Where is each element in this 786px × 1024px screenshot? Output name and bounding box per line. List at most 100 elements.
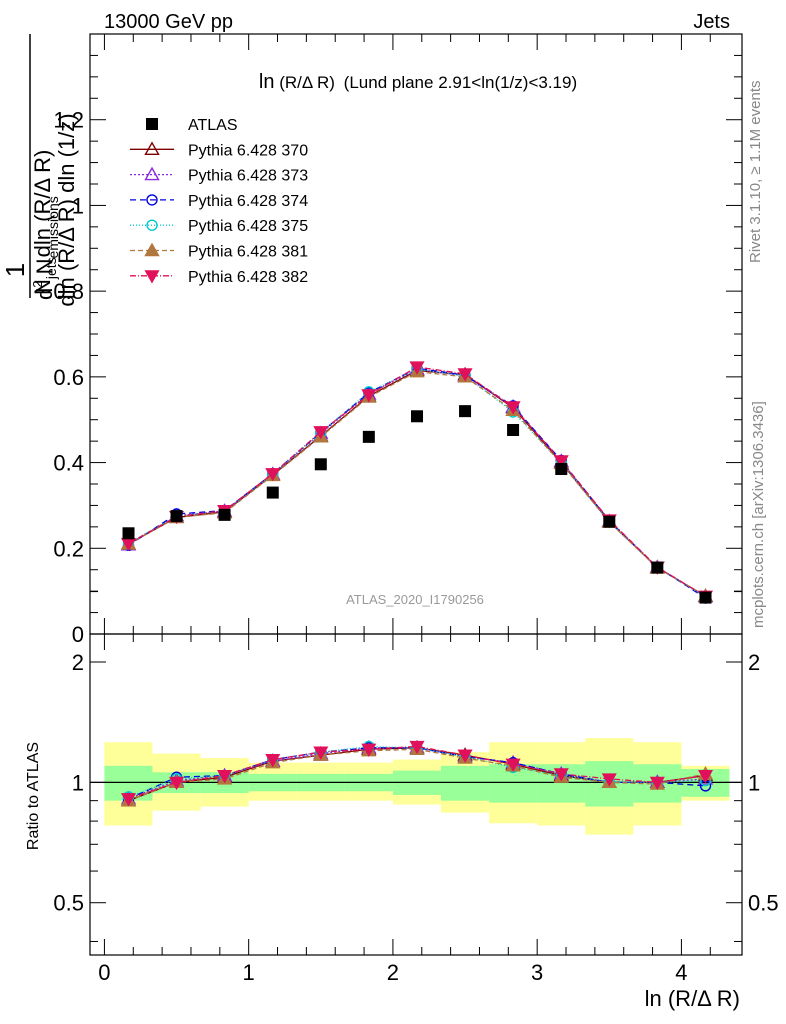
legend-label-3: Pythia 6.428 374 [188,193,308,210]
atlas-data-point [699,591,712,604]
xtick-label: 3 [531,960,543,985]
legend-label-0: ATLAS [188,117,238,134]
main-series-line-1 [128,368,706,598]
main-series-point-5 [457,368,473,382]
legend-marker-1 [144,141,160,156]
energy-label: 13000 GeV pp [104,11,233,33]
ratio-series-point-5 [697,769,714,784]
main-panel: 0 0.2 0.4 0.6 0.8 1 1.2 [53,33,743,647]
x-axis-label: ln (R/Δ R) [645,986,740,1011]
legend-marker-4 [146,219,158,231]
atlas-data-point [362,430,375,443]
legend-label-4: Pythia 6.428 375 [188,218,308,235]
ratio-ytick-label-right: 1 [748,770,760,795]
legend-marker-6 [144,270,160,284]
ratio-series-point-5 [649,776,665,791]
main-series-point-5 [505,401,521,415]
ratio-ytick-label: 0.5 [53,891,84,916]
ratio-ytick-label-right: 2 [748,650,760,675]
ratio-series-point-5 [553,768,569,782]
main-series-line-2 [128,367,706,599]
legend-label-5: Pythia 6.428 381 [188,244,308,261]
category-label: Jets [693,11,730,33]
y-label-denominator: Njetsdln (R/Δ R) [30,150,59,295]
ratio-series-point-5 [120,793,137,807]
main-series-line-4 [128,371,706,597]
rivet-label: Rivet 3.1.10, ≥ 1.1M events [747,81,764,264]
analysis-id: ATLAS_2020_I1790256 [346,592,484,607]
legend-marker-2 [144,166,160,181]
atlas-data-point [459,405,472,418]
legend: ATLAS Pythia 6.428 370 Pythia 6.428 373 Pyt… [130,117,308,286]
main-ytick-label: 0.2 [53,536,84,561]
y-axis-label-ratio: Ratio to ATLAS [25,742,42,850]
y-label-n: N [30,279,55,295]
legend-label-1: Pythia 6.428 370 [188,142,308,159]
y-label-sup2: 2 [30,281,45,288]
legend-label-6: Pythia 6.428 382 [188,269,308,286]
ratio-series-point-5 [361,743,377,757]
y-label-numerator: d2 Nemissions [30,196,61,300]
atlas-data-point [411,410,424,423]
main-series-point-5 [409,361,425,375]
xtick-label: 1 [243,960,255,985]
legend-marker-5 [144,242,160,257]
ratio-panel: 0.5 1 2 0.5 1 2 0 1 2 3 4 [53,591,779,985]
y-label-emissions: emissions [45,196,61,258]
title-main: ln [259,71,275,93]
main-ytick-label: 1.2 [53,108,84,133]
ratio-ytick-label-right: 0.5 [748,891,779,916]
atlas-data-point [314,458,327,471]
y-label-d2: d [32,288,57,300]
main-series-line-5 [128,366,706,597]
main-ytick-label: 0.6 [53,365,84,390]
xtick-label: 0 [98,960,110,985]
atlas-data-point [122,527,135,540]
xtick-label: 4 [675,960,687,985]
ratio-series-point-5 [409,740,425,755]
main-series-point-5 [361,389,377,403]
atlas-data-point [555,463,568,475]
mcplots-label: mcplots.cern.ch [arXiv:1306.3436] [750,401,767,628]
y-label-dln: dln (R/Δ R) [30,150,55,258]
ratio-ytick-label: 1 [72,770,84,795]
atlas-data-point [507,424,520,436]
y-axis-label-main: 1 d2 Nemissions Njetsdln (R/Δ R) dln (R/… [0,34,79,307]
ratio-series-point-5 [169,776,185,791]
main-ytick-label: 1 [72,193,84,218]
main-series-line-0 [128,369,706,597]
ratio-frame [89,633,743,956]
main-ytick-label: 0 [72,622,84,647]
ratio-band-inner [440,765,490,801]
main-ytick-label: 0.8 [53,279,84,304]
atlas-data-point [651,561,664,574]
main-series-line-3 [128,368,706,598]
main-ytick-label: 0.4 [53,451,84,476]
legend-label-2: Pythia 6.428 373 [188,168,308,185]
ratio-series-point-5 [313,746,329,760]
main-series-point-5 [313,426,329,440]
y-label-jets: jets [43,257,59,280]
atlas-data-point [218,508,231,521]
atlas-data-point [266,486,279,499]
title-rest: (Lund plane 2.91<ln(1/z)<3.19) [344,73,577,92]
y-label-denom-text: dln (R/Δ R) dln (1/z) [54,113,79,306]
ratio-series-point-5 [217,769,233,784]
title-arg: (R/Δ R) [279,73,335,92]
main-series-point-5 [265,468,281,482]
ratio-ytick-label: 2 [72,650,84,675]
ratio-series-point-5 [265,754,281,768]
y-label-nemis: N [32,259,57,281]
xtick-label: 2 [387,960,399,985]
y-label-one: 1 [0,263,30,277]
ratio-series-point-5 [505,758,521,772]
atlas-data-point [603,515,616,528]
legend-marker-0 [146,118,158,130]
ratio-series-point-5 [457,749,473,763]
main-series-point-5 [553,455,569,469]
atlas-data-point [170,510,183,523]
legend-marker-3 [146,194,158,206]
plot-title: ln (R/Δ R) (Lund plane 2.91<ln(1/z)<3.19… [259,71,577,93]
ratio-series-point-5 [601,773,617,787]
